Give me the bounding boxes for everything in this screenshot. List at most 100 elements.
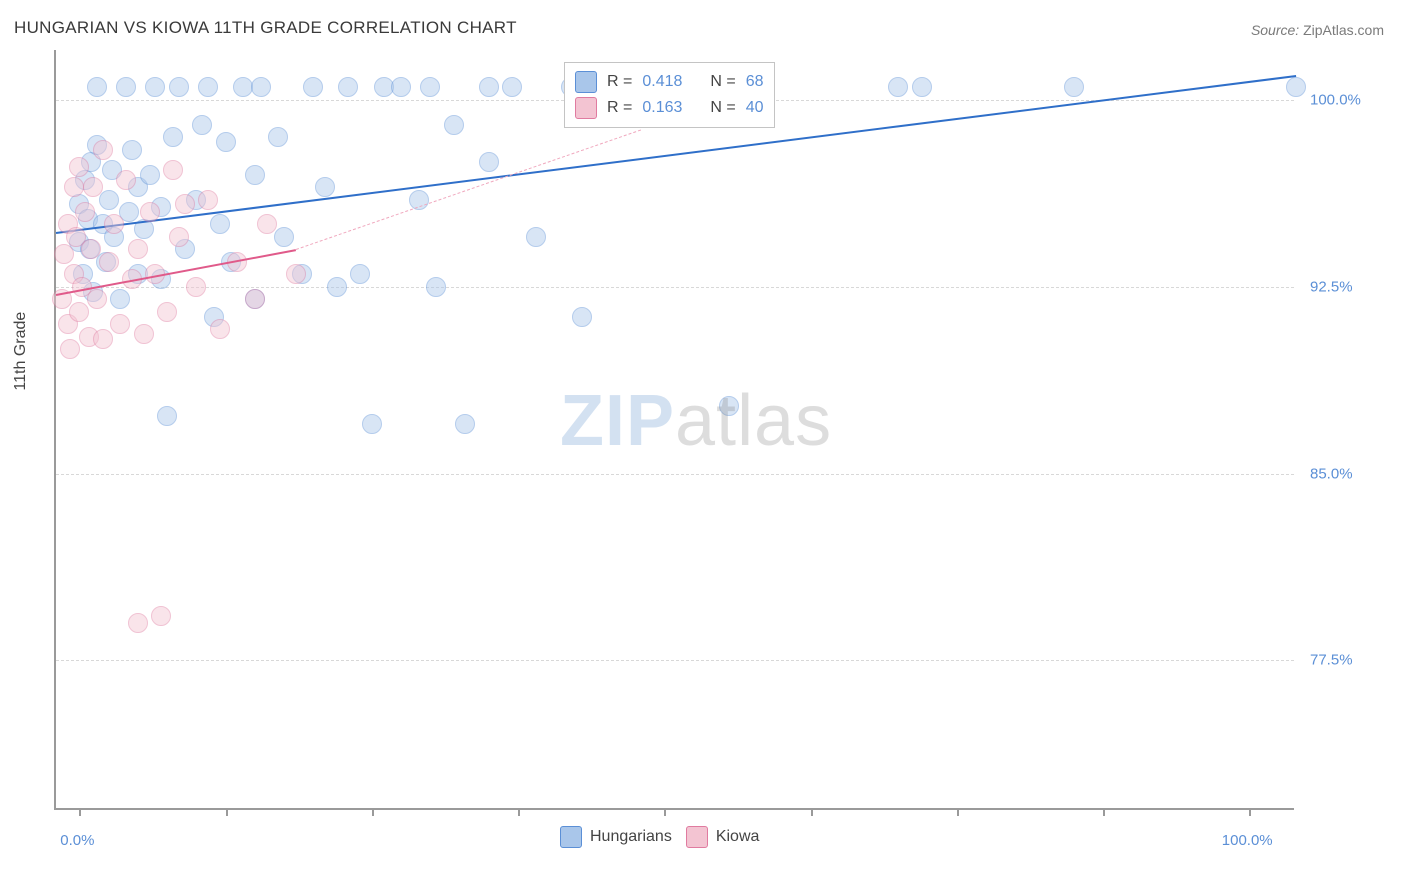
- x-tick: [1103, 808, 1105, 816]
- r-value: 0.163: [642, 99, 682, 117]
- scatter-point: [169, 77, 189, 97]
- scatter-point: [116, 77, 136, 97]
- scatter-point: [83, 177, 103, 197]
- x-tick: [957, 808, 959, 816]
- y-tick-label: 77.5%: [1310, 652, 1353, 669]
- plot-area: [54, 50, 1294, 810]
- scatter-point: [479, 152, 499, 172]
- scatter-point: [69, 157, 89, 177]
- legend-label: Hungarians: [590, 828, 672, 846]
- scatter-point: [99, 252, 119, 272]
- scatter-point: [93, 140, 113, 160]
- scatter-point: [163, 160, 183, 180]
- n-value: 68: [746, 73, 764, 91]
- y-tick-label: 92.5%: [1310, 278, 1353, 295]
- x-tick: [1249, 808, 1251, 816]
- scatter-point: [1064, 77, 1084, 97]
- legend-swatch: [575, 71, 597, 93]
- legend-swatch: [686, 826, 708, 848]
- scatter-point: [87, 77, 107, 97]
- scatter-point: [87, 289, 107, 309]
- n-value: 40: [746, 99, 764, 117]
- scatter-point: [140, 165, 160, 185]
- scatter-point: [245, 165, 265, 185]
- gridline: [56, 660, 1294, 661]
- stats-legend-row: R = 0.163 N = 40: [575, 95, 764, 121]
- scatter-point: [479, 77, 499, 97]
- scatter-point: [338, 77, 358, 97]
- y-tick-label: 85.0%: [1310, 465, 1353, 482]
- scatter-point: [116, 170, 136, 190]
- scatter-point: [128, 613, 148, 633]
- scatter-point: [75, 202, 95, 222]
- scatter-point: [526, 227, 546, 247]
- scatter-point: [157, 406, 177, 426]
- chart-title: HUNGARIAN VS KIOWA 11TH GRADE CORRELATIO…: [14, 18, 517, 38]
- scatter-point: [1286, 77, 1306, 97]
- x-tick: [372, 808, 374, 816]
- scatter-point: [198, 190, 218, 210]
- scatter-point: [157, 302, 177, 322]
- scatter-point: [60, 339, 80, 359]
- n-label: N =: [710, 73, 735, 91]
- n-label: N =: [710, 99, 735, 117]
- gridline: [56, 474, 1294, 475]
- scatter-point: [128, 239, 148, 259]
- scatter-point: [151, 606, 171, 626]
- scatter-point: [502, 77, 522, 97]
- stats-legend-row: R =0.418N =68: [575, 69, 764, 95]
- scatter-point: [257, 214, 277, 234]
- scatter-point: [912, 77, 932, 97]
- scatter-point: [274, 227, 294, 247]
- r-label: R =: [607, 73, 632, 91]
- scatter-point: [122, 140, 142, 160]
- source-value: ZipAtlas.com: [1303, 22, 1384, 38]
- scatter-point: [93, 329, 113, 349]
- y-axis-title: 11th Grade: [12, 312, 30, 391]
- scatter-point: [888, 77, 908, 97]
- scatter-point: [245, 289, 265, 309]
- scatter-point: [362, 414, 382, 434]
- scatter-point: [315, 177, 335, 197]
- scatter-point: [169, 227, 189, 247]
- x-tick: [79, 808, 81, 816]
- scatter-point: [216, 132, 236, 152]
- legend-item: Hungarians: [560, 826, 672, 848]
- scatter-point: [572, 307, 592, 327]
- scatter-point: [327, 277, 347, 297]
- legend-label: Kiowa: [716, 828, 760, 846]
- x-tick: [664, 808, 666, 816]
- scatter-point: [192, 115, 212, 135]
- scatter-point: [455, 414, 475, 434]
- x-tick: [811, 808, 813, 816]
- scatter-point: [303, 77, 323, 97]
- x-tick: [226, 808, 228, 816]
- scatter-point: [391, 77, 411, 97]
- scatter-point: [426, 277, 446, 297]
- scatter-point: [268, 127, 288, 147]
- scatter-point: [350, 264, 370, 284]
- gridline: [56, 287, 1294, 288]
- scatter-point: [444, 115, 464, 135]
- scatter-point: [140, 202, 160, 222]
- scatter-point: [420, 77, 440, 97]
- scatter-point: [110, 289, 130, 309]
- scatter-point: [54, 244, 74, 264]
- stats-legend: R =0.418N =68R =0.163N =40: [564, 62, 775, 128]
- scatter-point: [104, 214, 124, 234]
- scatter-point: [69, 302, 89, 322]
- r-label: R =: [607, 99, 632, 117]
- source-label: Source:: [1251, 22, 1299, 38]
- scatter-point: [163, 127, 183, 147]
- x-tick-label: 100.0%: [1222, 832, 1273, 849]
- x-tick-label: 0.0%: [60, 832, 94, 849]
- scatter-point: [64, 177, 84, 197]
- legend-swatch: [575, 97, 597, 119]
- y-tick-label: 100.0%: [1310, 91, 1361, 108]
- scatter-point: [186, 277, 206, 297]
- scatter-point: [134, 324, 154, 344]
- scatter-point: [110, 314, 130, 334]
- scatter-point: [198, 77, 218, 97]
- scatter-point: [719, 396, 739, 416]
- scatter-point: [210, 214, 230, 234]
